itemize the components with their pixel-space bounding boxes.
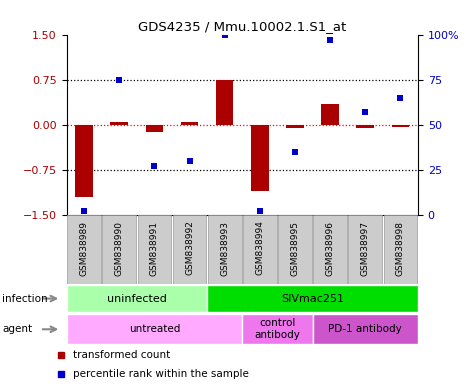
Bar xyxy=(208,215,242,284)
Text: control
antibody: control antibody xyxy=(255,318,300,340)
Bar xyxy=(207,285,418,312)
Bar xyxy=(251,125,269,191)
Text: GSM838995: GSM838995 xyxy=(291,220,299,276)
Text: GSM838994: GSM838994 xyxy=(256,220,264,275)
Text: infection: infection xyxy=(2,293,48,304)
Bar xyxy=(356,125,374,128)
Text: GSM838997: GSM838997 xyxy=(361,220,370,276)
Bar xyxy=(67,215,101,284)
Text: GSM838989: GSM838989 xyxy=(80,220,88,276)
Bar xyxy=(321,104,339,125)
Text: GSM838998: GSM838998 xyxy=(396,220,405,276)
Bar xyxy=(75,125,93,197)
Bar xyxy=(216,79,233,125)
Text: GSM838992: GSM838992 xyxy=(185,220,194,275)
Point xyxy=(326,37,334,43)
Point xyxy=(291,149,299,155)
Bar xyxy=(66,314,242,344)
Bar xyxy=(145,125,163,132)
Point xyxy=(221,31,228,38)
Bar xyxy=(313,215,347,284)
Bar xyxy=(278,215,312,284)
Point xyxy=(361,109,369,115)
Text: GSM838990: GSM838990 xyxy=(115,220,124,276)
Point xyxy=(80,209,88,215)
Bar xyxy=(286,125,304,128)
Text: uninfected: uninfected xyxy=(107,293,167,304)
Point xyxy=(256,209,264,215)
Text: percentile rank within the sample: percentile rank within the sample xyxy=(73,369,249,379)
Text: GSM838991: GSM838991 xyxy=(150,220,159,276)
Point xyxy=(397,94,404,101)
Bar xyxy=(348,215,382,284)
Text: GSM838993: GSM838993 xyxy=(220,220,229,276)
Bar xyxy=(102,215,136,284)
Point xyxy=(115,76,123,83)
Title: GDS4235 / Mmu.10002.1.S1_at: GDS4235 / Mmu.10002.1.S1_at xyxy=(138,20,346,33)
Bar xyxy=(391,125,409,127)
Bar xyxy=(313,314,418,344)
Text: PD-1 antibody: PD-1 antibody xyxy=(328,324,402,334)
Bar xyxy=(242,314,313,344)
Point xyxy=(151,163,158,169)
Text: GSM838996: GSM838996 xyxy=(326,220,334,276)
Text: agent: agent xyxy=(2,324,32,334)
Bar xyxy=(172,215,207,284)
Point xyxy=(186,158,193,164)
Text: transformed count: transformed count xyxy=(73,350,171,360)
Bar xyxy=(110,122,128,125)
Bar xyxy=(243,215,277,284)
Text: untreated: untreated xyxy=(129,324,180,334)
Bar xyxy=(180,122,199,125)
Bar xyxy=(383,215,418,284)
Bar xyxy=(137,215,171,284)
Bar xyxy=(66,285,207,312)
Text: SIVmac251: SIVmac251 xyxy=(281,293,344,304)
